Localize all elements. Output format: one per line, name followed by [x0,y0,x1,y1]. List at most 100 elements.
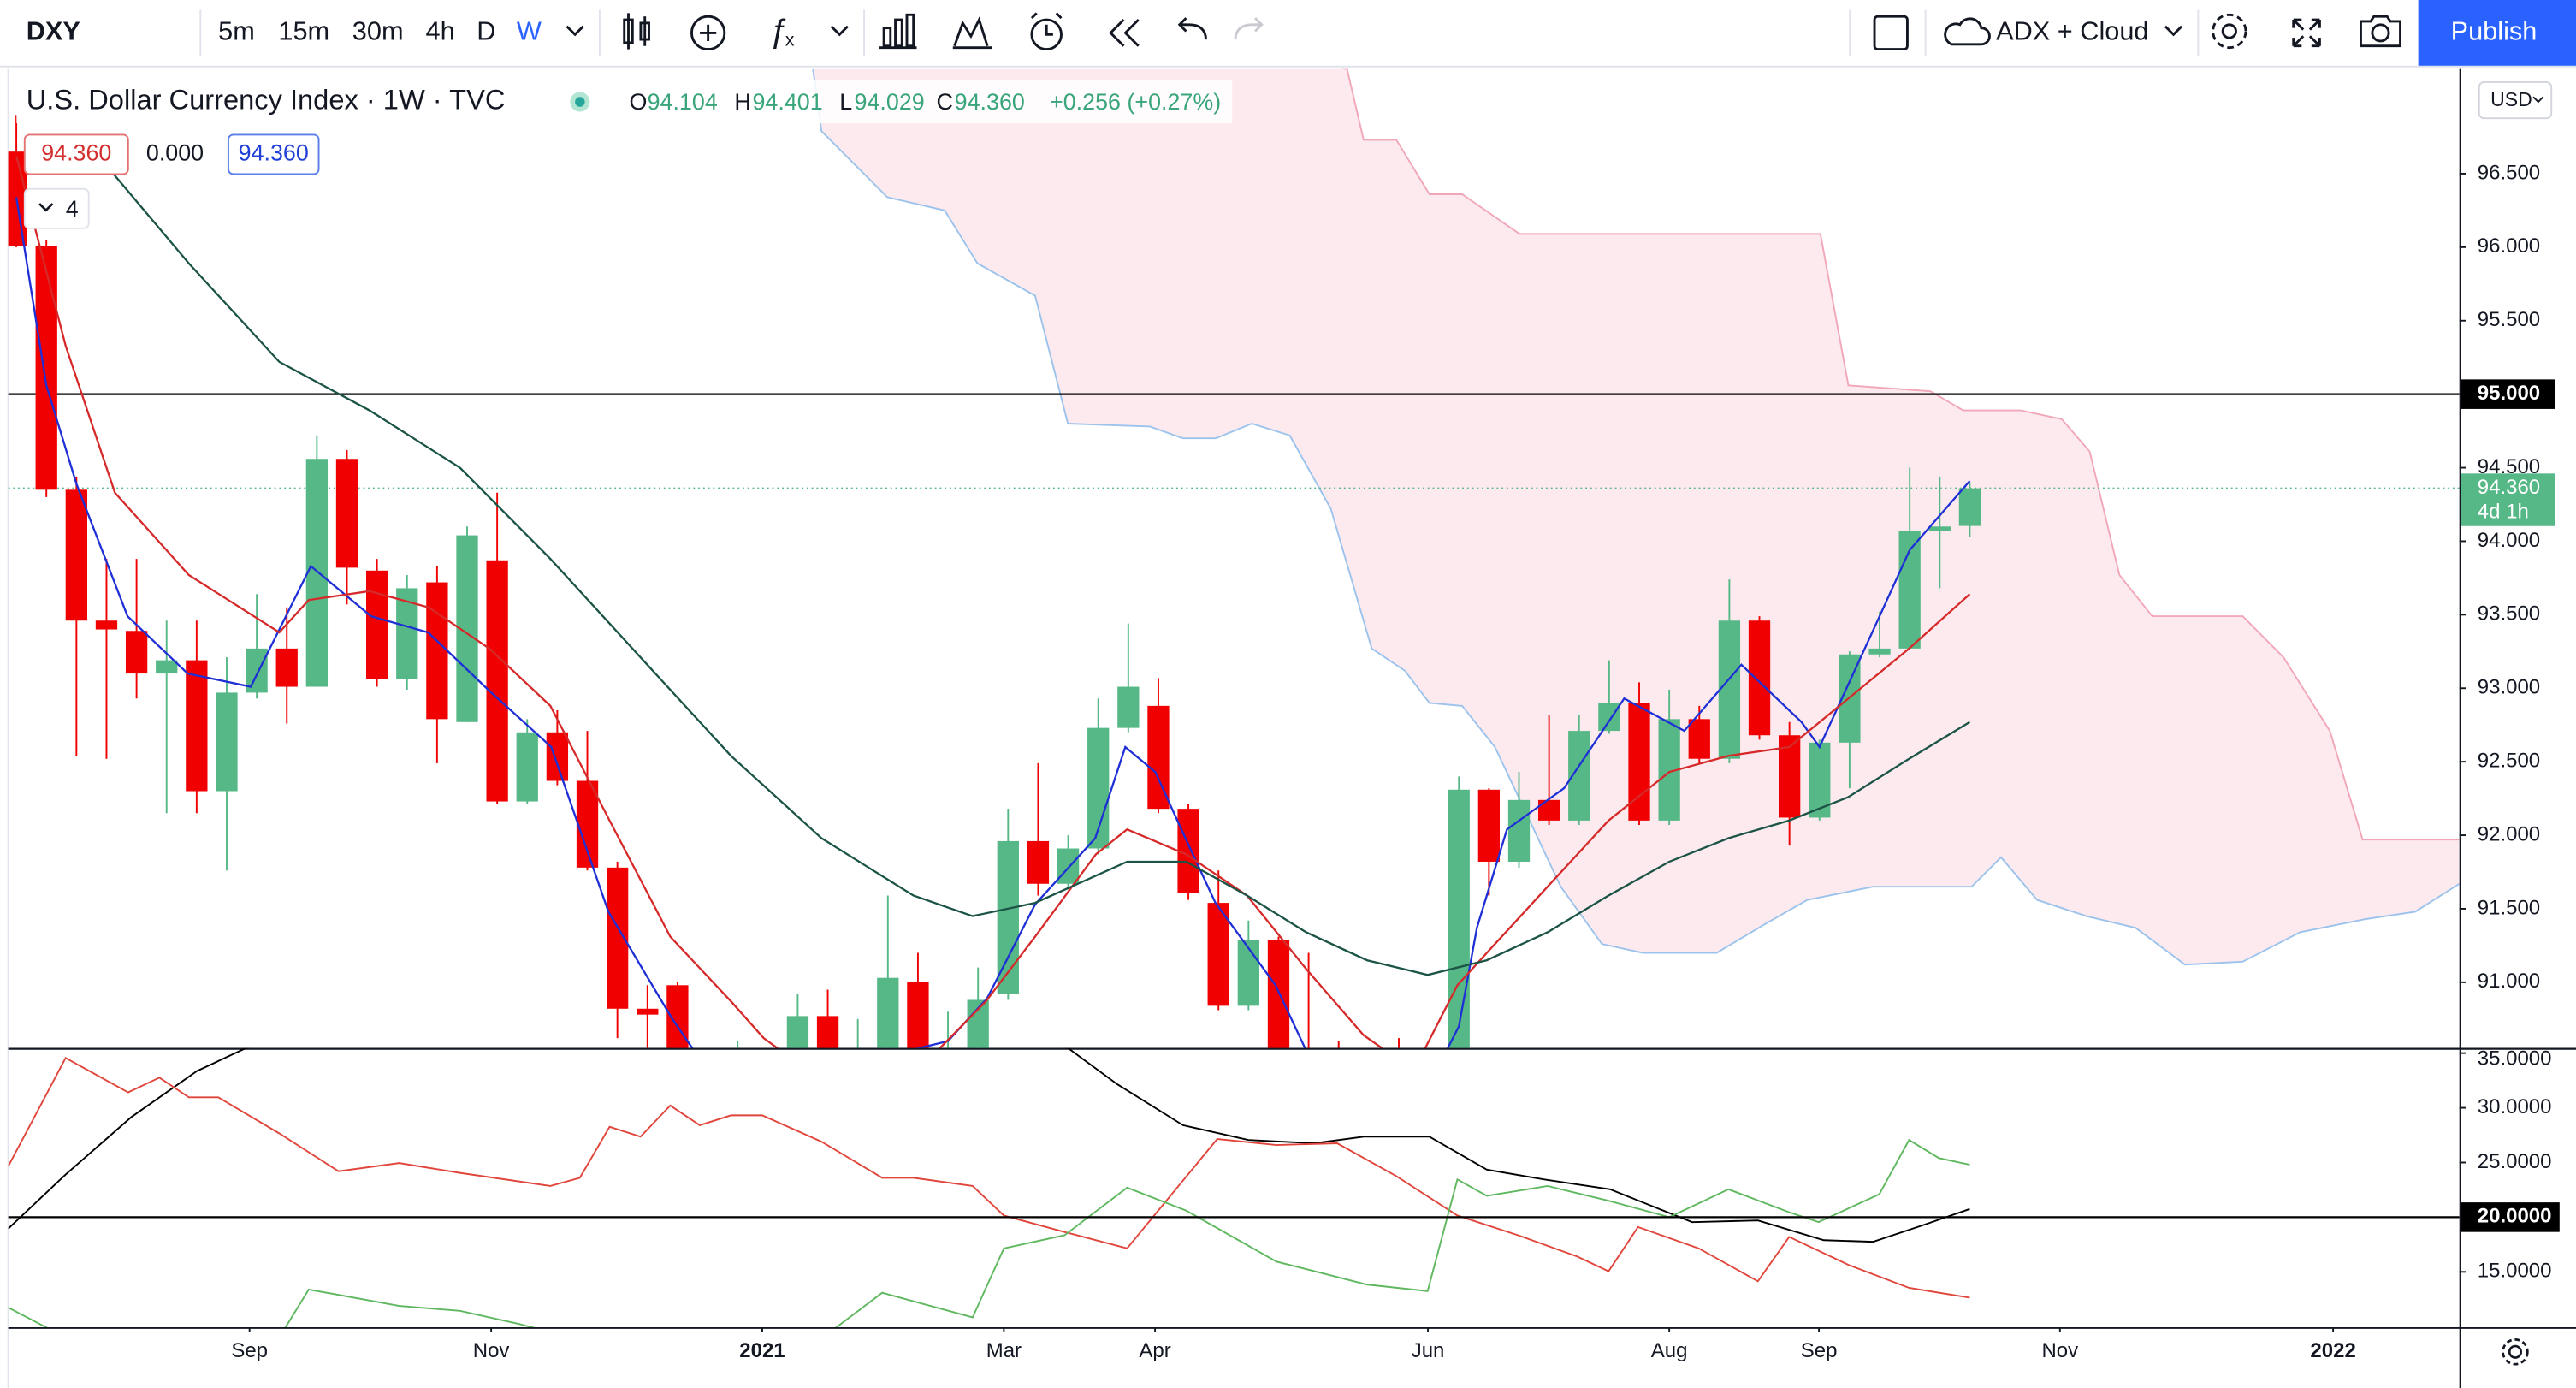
ohlc-value: 94.104 [648,89,718,115]
x-tick-label: Jun [1412,1339,1445,1362]
interval[interactable]: 5m [218,16,255,46]
candle-body [1477,789,1501,862]
undo-icon[interactable] [1177,17,1207,40]
symbol[interactable]: DXY [27,16,80,46]
y-tick-label: 93.500 [2478,602,2540,626]
adx-y-tick-label: 35.0000 [2478,1047,2552,1071]
x-tick-label: Nov [473,1339,510,1362]
collapse-count[interactable]: 4 [66,196,79,222]
y-tick-label: 96.000 [2478,234,2540,258]
ohlc-value: 94.360 [955,89,1025,115]
candle-body [1507,799,1531,862]
candle-body [186,660,208,792]
compare-icon[interactable] [879,13,917,50]
candle-body [1748,620,1771,736]
toolbar: DXY ƒ x ADX + Cloud [0,0,2576,68]
candles-icon[interactable] [623,13,650,50]
hline-tag [2461,379,2555,409]
template-dropdown[interactable] [2164,25,2183,37]
y-tick-label: 92.000 [2478,822,2540,845]
ohlc-value: 94.401 [752,89,822,115]
adx-line [8,1056,1970,1299]
adx-line [8,1047,1970,1243]
cloud-area [813,68,2460,965]
candle-body [997,840,1019,994]
x-tick-label: Mar [986,1339,1022,1362]
currency-box[interactable] [2478,81,2553,120]
y-tick-label: 96.500 [2478,161,2540,184]
candle-body [877,977,899,1048]
x-tick-label: Sep [231,1339,268,1362]
layout-icon[interactable] [1873,15,1909,51]
candle-body [1598,703,1620,732]
replay-icon[interactable] [1109,19,1140,47]
alert-icon[interactable] [1030,12,1063,51]
candle-body [65,489,87,621]
candle-body [516,732,538,802]
publish-label[interactable]: Publish [2451,16,2538,46]
adx-pane [8,1047,2460,1327]
candle-body [786,1016,809,1048]
candle-body [1928,526,1951,531]
bar-replay-icon[interactable] [952,16,992,50]
candle-body [1958,488,1981,526]
interval[interactable]: D [477,16,495,46]
candle-body [486,560,508,802]
currency[interactable]: USD [2490,88,2532,110]
interval[interactable]: 4h [426,16,455,46]
candle-body [1237,940,1259,1006]
time-settings-icon[interactable] [2502,1338,2529,1366]
collapse-box[interactable] [23,187,90,229]
candle-body [1868,648,1891,655]
publish-button[interactable] [2418,0,2576,66]
interval[interactable]: 15m [278,16,329,46]
candle-body [156,660,178,674]
cloud-upper-line [1341,68,2460,841]
interval[interactable]: 30m [352,16,404,46]
series-title[interactable]: U.S. Dollar Currency Index · 1W · TVC [27,84,506,116]
indicator-dropdown[interactable] [830,25,849,37]
candle-body [1177,809,1199,893]
y-tick-label: 94.000 [2478,529,2540,552]
candle-body [95,620,118,630]
ma-value: 94.360 [41,140,111,166]
collapse-arrow[interactable] [38,203,54,212]
candle-body [1537,799,1560,821]
candle-body [125,631,148,674]
moving-average [98,155,1971,976]
ohlc-key: O [629,89,647,115]
candle-body [35,246,57,490]
template-name[interactable]: ADX + Cloud [1996,16,2148,46]
adx-line [8,1138,1970,1327]
snapshot-icon[interactable] [2360,15,2401,48]
countdown: 4d 1h [2478,501,2529,524]
settings-icon[interactable] [2212,13,2247,50]
fullscreen-icon[interactable] [2292,18,2321,48]
cloud-icon[interactable] [1944,17,1991,46]
candle-body [1147,705,1170,810]
ohlc-key: C [937,89,953,115]
candle-body [1117,686,1140,728]
add-indicator-icon[interactable] [690,15,726,51]
redo-icon[interactable] [1234,17,1264,40]
currency-arrow[interactable] [2532,96,2544,104]
interval[interactable]: W [517,16,542,46]
adx-y-tick-label: 25.0000 [2478,1150,2552,1173]
legend-bg [16,80,1233,123]
hline-label: 95.000 [2478,382,2540,405]
candle-body [365,570,388,679]
fx-icon[interactable]: ƒ [769,13,787,50]
candle-body [1027,840,1050,884]
adx-y-tick-label: 30.0000 [2478,1095,2552,1118]
candle-body [1718,620,1741,759]
candle-body [1448,789,1470,1048]
candle-body [305,459,329,687]
moving-average [15,197,1971,1048]
interval-dropdown[interactable] [566,25,584,37]
ohlc-key: L [839,89,852,115]
adx-y-tick-label: 15.0000 [2478,1260,2552,1283]
candle-body [637,1008,659,1015]
y-tick-label: 91.000 [2478,970,2540,993]
price-pane [8,68,2460,1048]
